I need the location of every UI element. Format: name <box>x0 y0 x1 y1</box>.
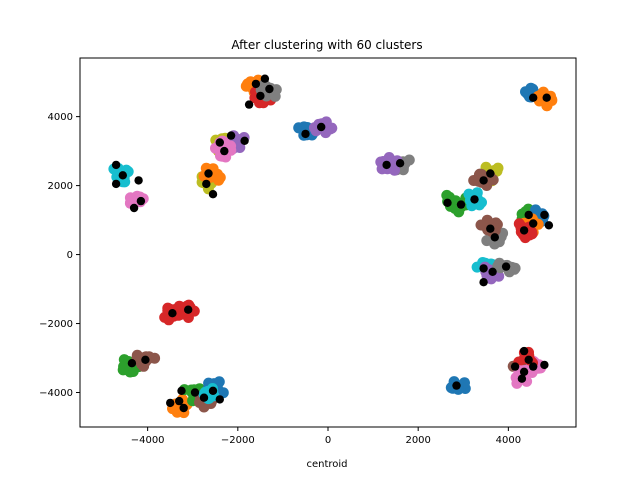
centroid-point-39 <box>529 93 538 102</box>
centroid-point-54 <box>519 346 529 356</box>
centroid-point-59 <box>517 374 527 383</box>
x-tick-label: 2000 <box>405 435 430 446</box>
centroid-point-7 <box>251 79 261 89</box>
cluster-point <box>213 174 225 186</box>
x-axis-label: centroid <box>306 459 347 470</box>
centroid-point-2 <box>118 171 128 180</box>
cluster-point <box>530 204 542 216</box>
x-tick-label: −2000 <box>221 435 255 446</box>
centroid-point-14 <box>240 136 249 145</box>
centroid-point-42 <box>184 305 193 314</box>
centroid-point-26 <box>479 176 488 185</box>
plot-area <box>108 74 558 419</box>
centroid-point-35 <box>540 210 549 220</box>
centroid-markers <box>111 74 554 413</box>
centroid-point-55 <box>524 355 533 364</box>
y-tick-label: −2000 <box>39 319 73 330</box>
centroid-point-33 <box>479 278 488 287</box>
centroid-point-4 <box>134 176 143 185</box>
centroid-point-52 <box>215 395 224 404</box>
centroid-point-27 <box>486 169 495 178</box>
centroid-point-50 <box>199 393 209 402</box>
centroid-point-38 <box>544 221 554 230</box>
centroid-point-9 <box>265 84 274 94</box>
centroid-point-44 <box>141 355 150 364</box>
centroid-point-21 <box>382 160 391 170</box>
centroid-point-48 <box>179 403 188 413</box>
x-tick-label: −4000 <box>131 435 165 446</box>
y-tick-label: 0 <box>67 250 73 261</box>
centroid-point-15 <box>220 146 229 156</box>
centroid-point-3 <box>111 179 121 189</box>
centroid-point-22 <box>395 159 405 168</box>
centroid-point-60 <box>529 362 538 371</box>
centroid-point-20 <box>317 122 326 132</box>
centroid-point-17 <box>202 179 211 189</box>
centroid-point-12 <box>215 138 224 147</box>
cluster-point <box>213 376 225 388</box>
centroid-point-10 <box>256 91 265 101</box>
centroid-point-18 <box>208 190 218 199</box>
centroid-point-37 <box>519 226 529 235</box>
centroid-point-1 <box>111 160 121 170</box>
y-tick-label: 4000 <box>48 112 73 123</box>
centroid-point-8 <box>260 74 270 83</box>
centroid-point-51 <box>208 386 218 395</box>
centroid-point-57 <box>519 367 529 376</box>
centroid-point-41 <box>168 309 177 318</box>
y-tick-label: −4000 <box>39 388 73 399</box>
centroid-point-32 <box>501 262 511 271</box>
y-axis: −4000 −2000 0 2000 4000 <box>39 112 80 399</box>
x-tick-label: 0 <box>325 435 331 446</box>
centroid-point-49 <box>190 388 200 397</box>
cluster-point <box>475 219 487 231</box>
centroid-point-28 <box>486 224 495 233</box>
x-tick-label: 4000 <box>496 435 521 446</box>
centroid-point-43 <box>127 359 137 368</box>
centroid-point-29 <box>490 233 499 242</box>
centroid-point-6 <box>129 203 139 213</box>
centroid-point-25 <box>470 195 479 204</box>
centroid-point-30 <box>479 264 488 273</box>
centroid-point-45 <box>166 398 175 408</box>
x-axis: −4000 −2000 0 2000 4000 <box>131 427 521 446</box>
centroid-point-46 <box>177 386 186 395</box>
centroid-point-19 <box>301 129 310 139</box>
centroid-point-36 <box>529 219 538 228</box>
cluster-point <box>389 164 400 176</box>
centroid-point-47 <box>175 396 184 406</box>
centroid-point-53 <box>452 381 461 390</box>
chart-title: After clustering with 60 clusters <box>231 38 422 52</box>
centroid-point-13 <box>226 131 236 140</box>
centroid-point-24 <box>456 200 466 209</box>
centroid-point-58 <box>540 360 549 370</box>
centroid-point-11 <box>244 100 254 109</box>
centroid-point-31 <box>488 267 497 276</box>
centroid-point-16 <box>204 169 213 178</box>
centroid-point-23 <box>443 198 452 207</box>
y-tick-label: 2000 <box>48 181 73 192</box>
centroid-point-56 <box>510 362 520 371</box>
centroid-point-34 <box>524 210 533 220</box>
centroid-point-5 <box>136 196 146 206</box>
centroid-point-40 <box>542 93 551 102</box>
